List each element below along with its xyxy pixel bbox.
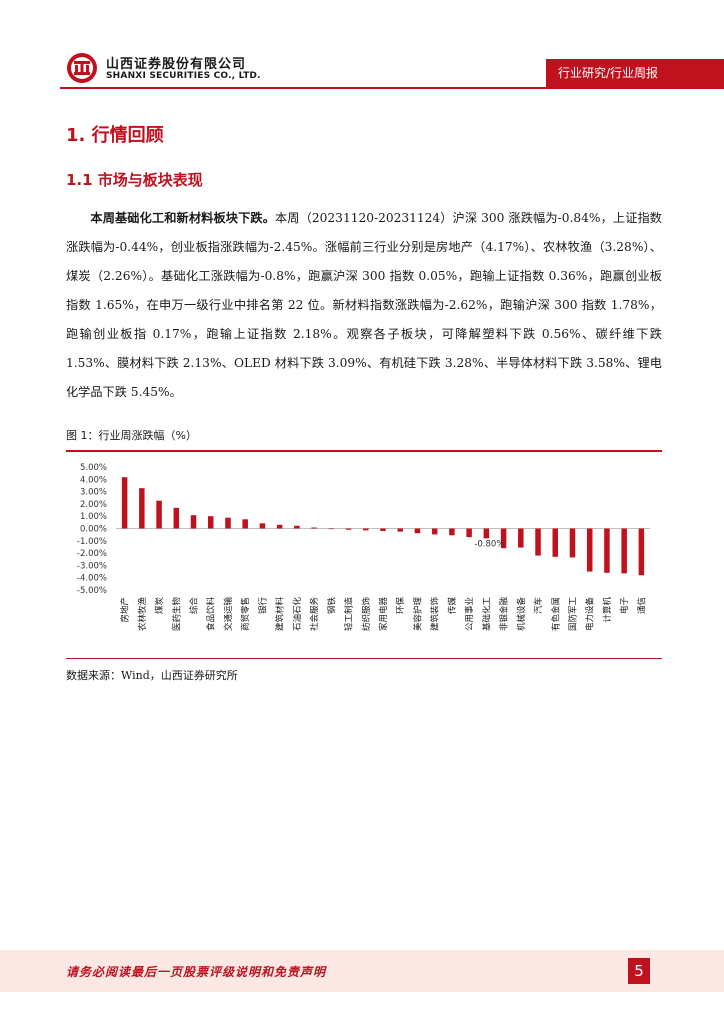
x-tick-label: 医药生物 (171, 597, 182, 632)
bar (311, 527, 317, 529)
data-label: -0.80% (474, 539, 504, 549)
company-logo-icon (67, 53, 97, 83)
x-tick-label: 食品饮料 (206, 597, 217, 632)
bar (207, 516, 214, 529)
section-heading: 1. 行情回顾 (66, 125, 164, 146)
y-tick-label: -4.00% (77, 574, 107, 584)
bar (414, 528, 421, 534)
bar (276, 524, 283, 529)
x-tick-label: 环保 (395, 597, 406, 615)
company-name-cn: 山西证券股份有限公司 (106, 57, 247, 72)
x-tick-label: 国防军工 (567, 597, 578, 632)
bar (294, 525, 300, 529)
y-tick-label: 0.00% (80, 525, 107, 535)
header-divider (60, 87, 724, 89)
x-tick-label: 通信 (636, 597, 647, 615)
y-tick-label: -2.00% (77, 549, 107, 559)
x-tick-label: 房地产 (120, 597, 131, 623)
x-tick-label: 电子 (619, 597, 630, 615)
paragraph-body: 本周（20231120-20231124）沪深 300 涨跌幅为-0.84%，上… (66, 211, 662, 399)
x-tick-label: 银行 (257, 597, 268, 615)
figure-top-rule (66, 450, 662, 452)
bar (535, 528, 541, 556)
x-tick-label: 非银金融 (499, 597, 510, 632)
y-tick-label: -3.00% (77, 561, 107, 571)
bar (466, 528, 472, 538)
bar (259, 523, 266, 529)
bar (225, 517, 231, 529)
bar (345, 528, 352, 530)
report-type-tag: 行业研究/行业周报 (546, 59, 724, 87)
bar (638, 528, 645, 576)
x-tick-label: 计算机 (602, 597, 613, 623)
y-tick-label: -1.00% (77, 537, 107, 547)
x-tick-label: 传媒 (447, 597, 458, 615)
y-tick-label: 2.00% (80, 500, 107, 510)
bar (518, 528, 524, 548)
x-tick-label: 商贸零售 (240, 597, 251, 631)
figure-title: 图 1：行业周涨跌幅（%） (66, 429, 197, 442)
bar (156, 500, 162, 529)
bar (621, 528, 627, 574)
x-tick-label: 石油石化 (292, 597, 303, 632)
x-tick-label: 公用事业 (464, 597, 475, 631)
x-tick-label: 煤炭 (154, 597, 165, 615)
bar (242, 519, 248, 529)
y-tick-label: 1.00% (80, 512, 107, 522)
bar (173, 507, 180, 529)
x-tick-label: 社会服务 (309, 597, 320, 632)
x-tick-label: 电力设备 (585, 597, 596, 632)
company-name-en: SHANXI SECURITIES CO., LTD. (106, 71, 261, 81)
figure-source: 数据来源：Wind，山西证券研究所 (66, 669, 238, 682)
x-tick-label: 交通运输 (223, 597, 234, 632)
x-tick-label: 轻工制造 (344, 597, 355, 632)
x-tick-label: 建筑材料 (275, 597, 286, 632)
y-tick-label: 5.00% (80, 463, 107, 473)
x-tick-label: 有色金属 (550, 597, 561, 631)
x-tick-label: 基础化工 (481, 597, 492, 632)
x-tick-label: 钢铁 (326, 597, 337, 615)
y-tick-label: 4.00% (80, 475, 107, 485)
bar (380, 528, 386, 531)
x-tick-label: 机械设备 (516, 597, 527, 632)
x-tick-label: 纺织服饰 (361, 597, 372, 632)
bar (552, 528, 559, 557)
x-tick-label: 汽车 (533, 597, 544, 614)
x-tick-label: 综合 (189, 597, 200, 615)
x-tick-label: 家用电器 (378, 597, 389, 632)
bar (569, 528, 576, 558)
footer-disclaimer: 请务必阅读最后一页股票评级说明和免责声明 (66, 965, 327, 979)
subsection-heading: 1.1 市场与板块表现 (66, 171, 203, 189)
bar (328, 528, 335, 530)
industry-weekly-change-chart: 5.00% 4.00% 3.00% 2.00% 1.00% 0.00% -1.00% -2.0… (77, 463, 650, 632)
bar (449, 528, 455, 536)
bar (500, 528, 507, 549)
figure-bottom-rule (66, 658, 662, 659)
bar (431, 528, 438, 535)
bar (586, 528, 593, 572)
page-number: 5 (628, 958, 650, 984)
x-tick-label: 建筑装饰 (430, 597, 441, 632)
bar (483, 528, 490, 539)
bar (121, 477, 128, 529)
y-tick-label: -5.00% (77, 586, 107, 596)
bar (363, 528, 369, 531)
bar (604, 528, 610, 573)
x-tick-label: 农林牧渔 (137, 597, 148, 632)
paragraph-lead: 本周基础化工和新材料板块下跌。 (90, 211, 275, 225)
page-header: 山西证券股份有限公司 SHANXI SECURITIES CO., LTD. 行… (0, 0, 724, 100)
y-tick-label: 3.00% (80, 488, 107, 498)
bar (139, 488, 145, 529)
market-review-paragraph: 本周基础化工和新材料板块下跌。本周（20231120-20231124）沪深 3… (66, 204, 662, 407)
bar (190, 515, 197, 529)
bar (397, 528, 403, 532)
footer-band (0, 950, 724, 992)
x-tick-label: 美容护理 (412, 597, 423, 632)
